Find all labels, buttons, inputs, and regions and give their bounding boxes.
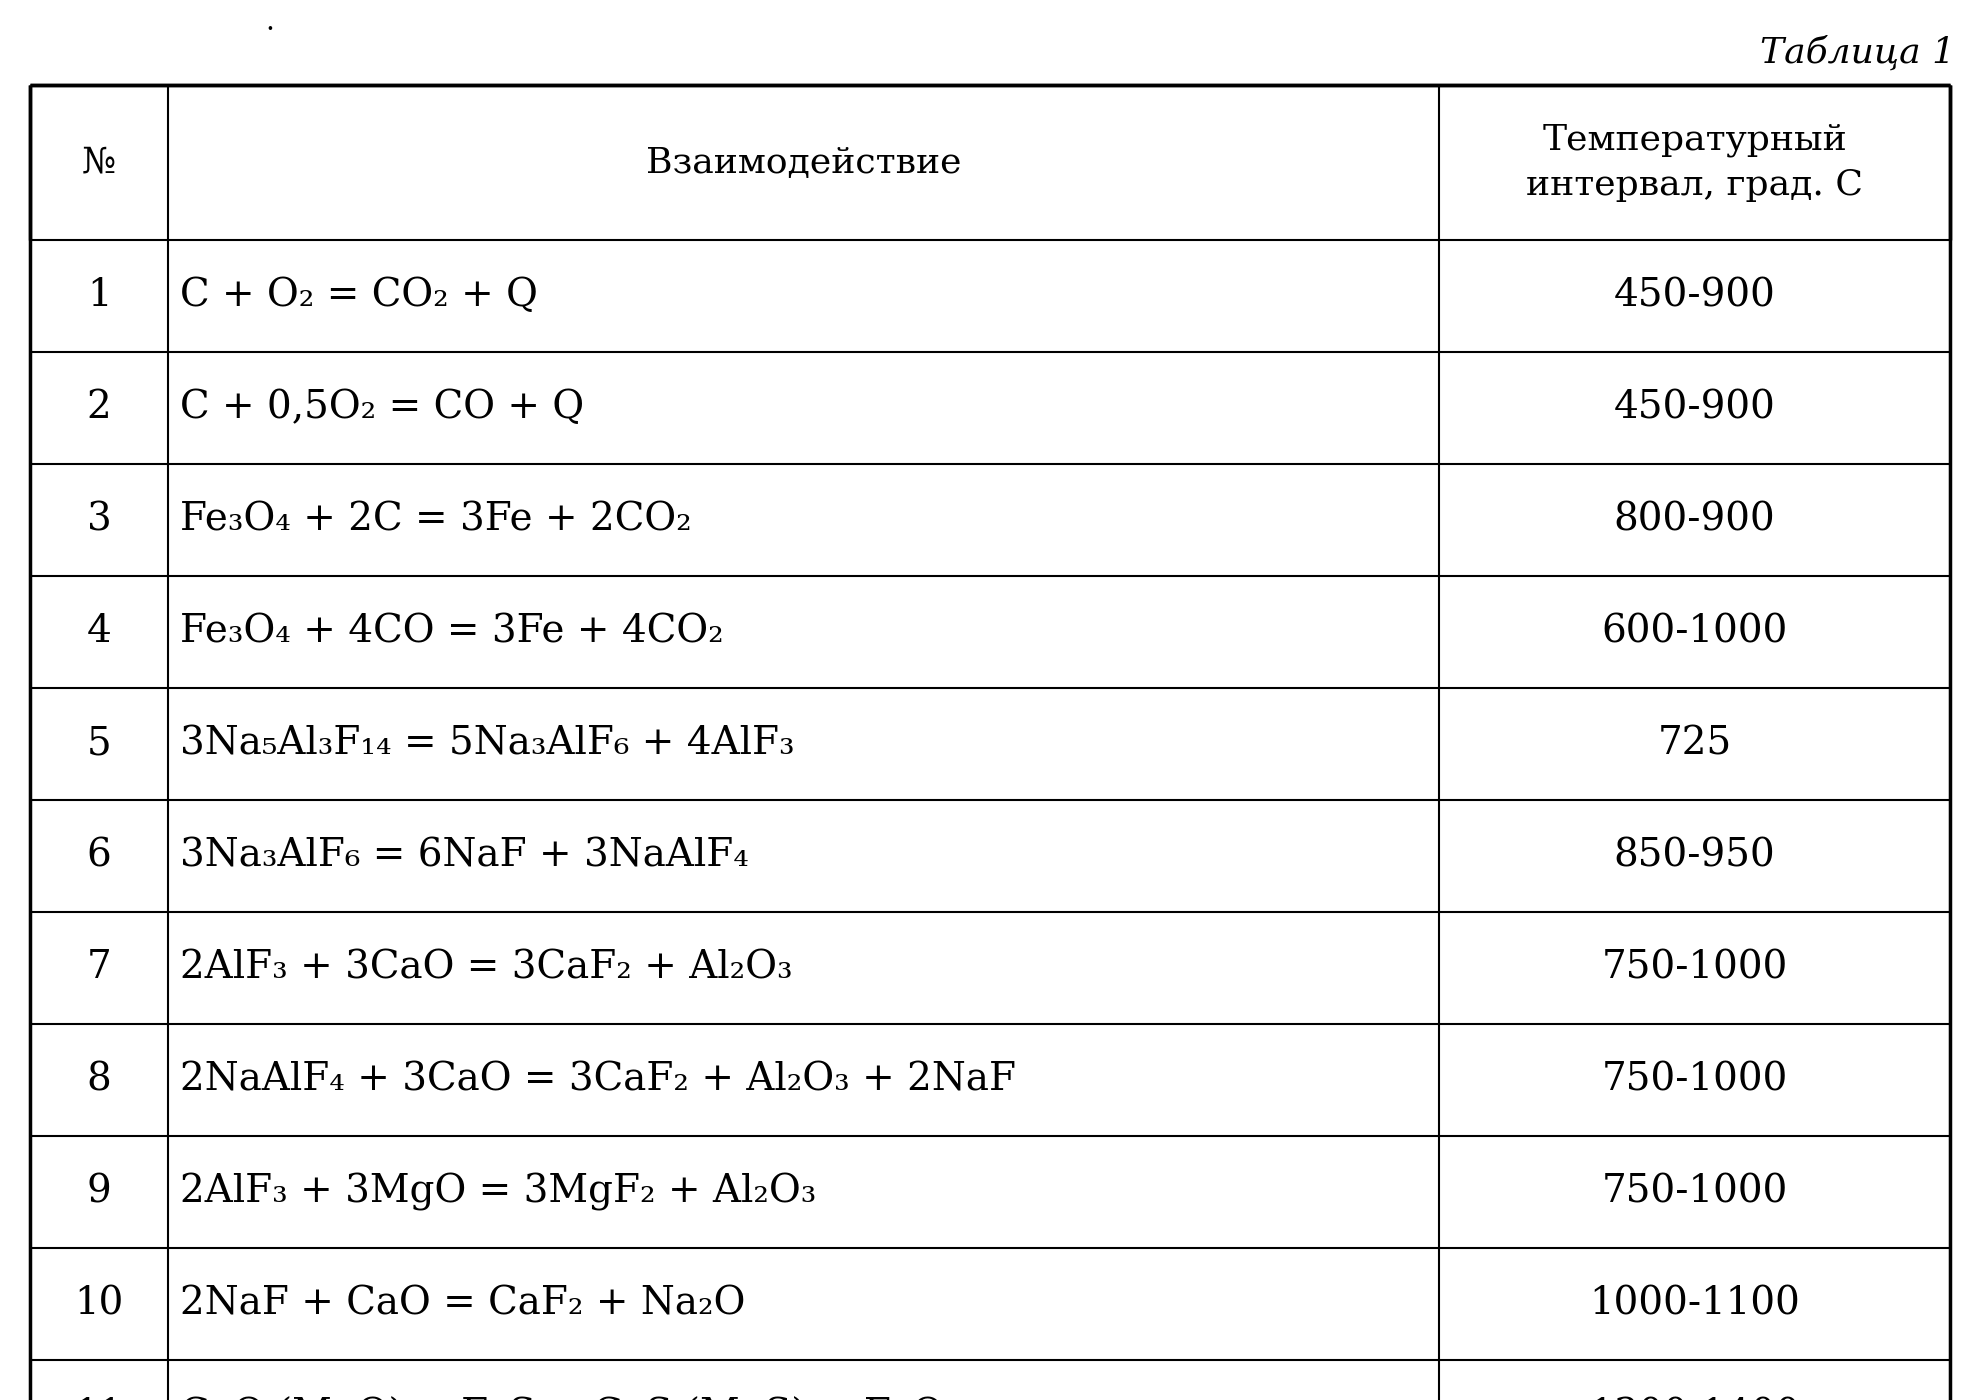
Text: 6: 6 <box>87 837 111 875</box>
Text: №: № <box>81 146 117 179</box>
Text: 1300-1400: 1300-1400 <box>1589 1397 1799 1400</box>
Text: 3Na₃AlF₆ = 6NaF + 3NaAlF₄: 3Na₃AlF₆ = 6NaF + 3NaAlF₄ <box>181 837 750 875</box>
Text: C + 0,5O₂ = CO + Q: C + 0,5O₂ = CO + Q <box>181 389 585 427</box>
Text: 600-1000: 600-1000 <box>1601 613 1788 651</box>
Text: 4: 4 <box>87 613 111 651</box>
Text: 450-900: 450-900 <box>1613 389 1776 427</box>
Text: CaO (MgO) + FeS = CaS (MgS) + FeO: CaO (MgO) + FeS = CaS (MgS) + FeO <box>181 1397 944 1400</box>
Text: Fe₃O₄ + 2C = 3Fe + 2CO₂: Fe₃O₄ + 2C = 3Fe + 2CO₂ <box>181 501 692 539</box>
Text: 2NaAlF₄ + 3CaO = 3CaF₂ + Al₂O₃ + 2NaF: 2NaAlF₄ + 3CaO = 3CaF₂ + Al₂O₃ + 2NaF <box>181 1061 1016 1099</box>
Text: 2AlF₃ + 3CaO = 3CaF₂ + Al₂O₃: 2AlF₃ + 3CaO = 3CaF₂ + Al₂O₃ <box>181 949 794 987</box>
Text: 11: 11 <box>75 1397 123 1400</box>
Text: 750-1000: 750-1000 <box>1601 1173 1788 1211</box>
Text: 800-900: 800-900 <box>1613 501 1776 539</box>
Text: Таблица 1: Таблица 1 <box>1760 34 1954 70</box>
Text: 750-1000: 750-1000 <box>1601 949 1788 987</box>
Text: 725: 725 <box>1657 725 1732 763</box>
Text: Fe₃O₄ + 4CO = 3Fe + 4CO₂: Fe₃O₄ + 4CO = 3Fe + 4CO₂ <box>181 613 724 651</box>
Text: 8: 8 <box>87 1061 111 1099</box>
Text: C + O₂ = CO₂ + Q: C + O₂ = CO₂ + Q <box>181 277 538 315</box>
Text: 1: 1 <box>87 277 111 315</box>
Text: 850-950: 850-950 <box>1613 837 1776 875</box>
Text: 2AlF₃ + 3MgO = 3MgF₂ + Al₂O₃: 2AlF₃ + 3MgO = 3MgF₂ + Al₂O₃ <box>181 1173 817 1211</box>
Text: 450-900: 450-900 <box>1613 277 1776 315</box>
Text: Температурный
интервал, град. С: Температурный интервал, град. С <box>1526 123 1863 202</box>
Text: 5: 5 <box>87 725 111 763</box>
Text: 750-1000: 750-1000 <box>1601 1061 1788 1099</box>
Text: 2: 2 <box>87 389 111 427</box>
Text: 2NaF + CaO = CaF₂ + Na₂O: 2NaF + CaO = CaF₂ + Na₂O <box>181 1285 746 1323</box>
Text: 1000-1100: 1000-1100 <box>1589 1285 1799 1323</box>
Text: 3: 3 <box>87 501 111 539</box>
Text: ·: · <box>266 17 274 43</box>
Text: 9: 9 <box>87 1173 111 1211</box>
Text: 10: 10 <box>75 1285 123 1323</box>
Text: 7: 7 <box>87 949 111 987</box>
Text: 3Na₅Al₃F₁₄ = 5Na₃AlF₆ + 4AlF₃: 3Na₅Al₃F₁₄ = 5Na₃AlF₆ + 4AlF₃ <box>181 725 796 763</box>
Text: Взаимодействие: Взаимодействие <box>647 146 962 179</box>
